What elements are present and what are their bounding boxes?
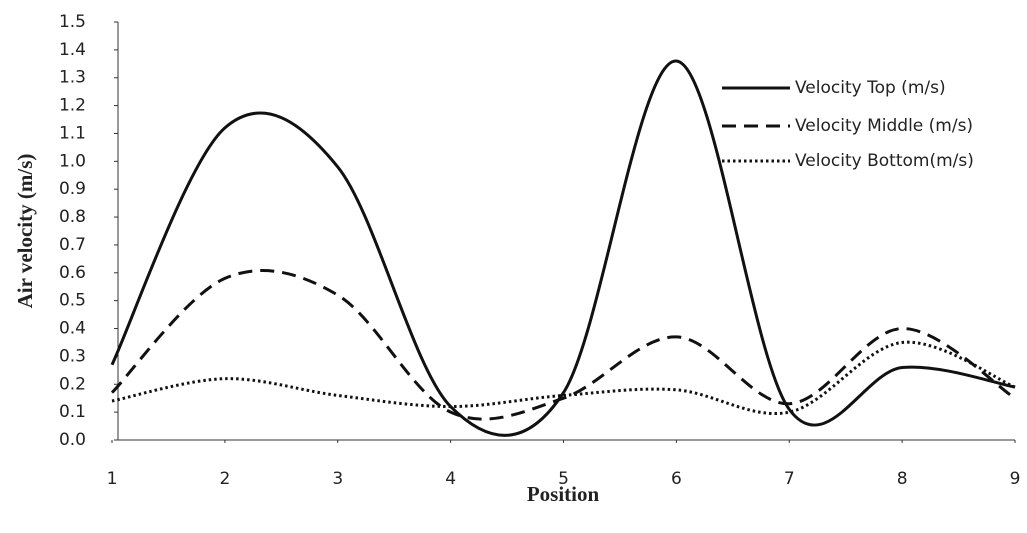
y-tick-label: 0.5	[59, 291, 86, 311]
y-tick-label: 0.7	[59, 235, 86, 255]
y-tick-label: 0.4	[59, 319, 86, 339]
x-tick-label: 1	[107, 469, 118, 489]
y-tick-label: 0.8	[59, 207, 86, 227]
legend-label: Velocity Top (m/s)	[795, 78, 946, 98]
y-tick-label: 0.3	[59, 346, 86, 366]
x-tick-label: 4	[445, 469, 456, 489]
x-tick-label: 3	[332, 469, 343, 489]
y-tick-label: 1.3	[59, 68, 86, 88]
x-tick-label: 5	[558, 469, 569, 489]
x-tick-label: 9	[1010, 469, 1021, 489]
legend-label: Velocity Bottom(m/s)	[795, 151, 974, 171]
y-tick-label: 1.4	[59, 40, 86, 60]
x-tick-label: 8	[897, 469, 908, 489]
y-tick-label: 1.1	[59, 123, 86, 143]
y-tick-label: 0.0	[59, 430, 86, 450]
y-axis-label: Air velocity (m/s)	[13, 154, 37, 309]
y-tick-label: 1.5	[59, 12, 86, 32]
y-tick-label: 0.6	[59, 263, 86, 283]
y-tick-label: 0.1	[59, 402, 86, 422]
x-tick-label: 6	[671, 469, 682, 489]
series-line	[110, 269, 1016, 421]
y-tick-label: 1.0	[59, 151, 86, 171]
x-tick-label: 2	[219, 469, 230, 489]
series-line	[110, 59, 1016, 437]
x-axis-label: Position	[527, 482, 600, 506]
y-tick-label: 0.2	[59, 374, 86, 394]
legend-label: Velocity Middle (m/s)	[795, 116, 973, 136]
y-tick-label: 1.2	[59, 96, 86, 116]
x-tick-label: 7	[784, 469, 795, 489]
y-tick-label: 0.9	[59, 179, 86, 199]
